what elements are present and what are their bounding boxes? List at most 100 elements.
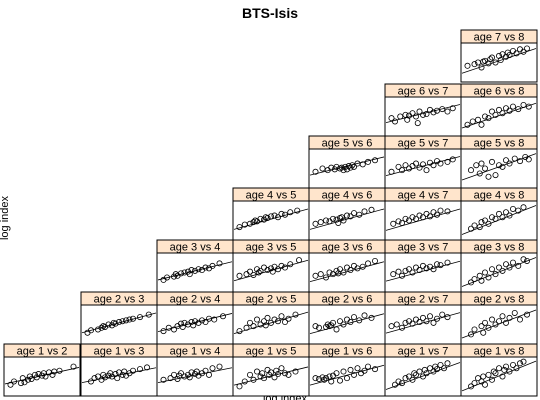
data-point [333, 370, 340, 377]
data-point [469, 118, 476, 125]
panel: age 5 vs 8 [460, 135, 538, 189]
regression-line [385, 104, 461, 123]
data-point [490, 368, 497, 375]
data-point [471, 222, 478, 229]
data-point [267, 265, 274, 272]
panel-frame [384, 304, 462, 345]
data-point [361, 208, 368, 215]
data-point [393, 321, 400, 328]
data-point [191, 318, 198, 325]
data-point [312, 168, 319, 175]
regression-line [4, 367, 80, 385]
data-point [405, 373, 412, 380]
data-point [409, 320, 416, 327]
panel-label: age 5 vs 6 [322, 138, 373, 150]
data-point [202, 264, 209, 271]
data-point [262, 322, 269, 329]
panel: age 3 vs 4 [156, 239, 234, 293]
data-point [488, 108, 495, 115]
data-point [517, 158, 524, 165]
data-point [520, 48, 527, 55]
data-point [236, 272, 243, 279]
panel-frame [384, 148, 462, 189]
data-point [359, 263, 366, 270]
data-point [509, 259, 516, 266]
data-point [347, 319, 354, 326]
data-point [511, 309, 518, 316]
data-point [167, 375, 174, 382]
data-point [464, 121, 471, 128]
data-point [502, 157, 509, 164]
panel: age 3 vs 5 [232, 239, 310, 293]
data-point [136, 314, 143, 321]
regression-line [461, 205, 537, 235]
data-point [471, 326, 478, 333]
data-point [364, 260, 371, 267]
data-point [257, 373, 264, 380]
data-point [191, 267, 198, 274]
panel: age 5 vs 6 [308, 135, 386, 189]
data-point [295, 257, 302, 264]
panel: age 1 vs 8 [460, 343, 538, 397]
data-point [506, 314, 513, 321]
data-point [474, 116, 481, 123]
data-point [485, 115, 492, 122]
data-point [416, 267, 423, 274]
data-point [423, 370, 430, 377]
data-point [250, 323, 257, 330]
data-point [440, 365, 447, 372]
data-point [56, 367, 63, 374]
data-point [356, 317, 363, 324]
data-point [492, 215, 499, 222]
panel: age 4 vs 5 [232, 187, 310, 241]
data-point [416, 164, 423, 171]
data-point [515, 262, 522, 269]
data-point [350, 210, 357, 217]
data-point [488, 316, 495, 323]
data-point [28, 375, 35, 382]
data-point [388, 115, 395, 122]
panel: age 4 vs 8 [460, 187, 538, 241]
panel-label: age 3 vs 5 [246, 242, 297, 254]
panel-frame [156, 252, 234, 293]
data-point [388, 323, 395, 330]
data-point [347, 267, 354, 274]
data-point [502, 261, 509, 268]
data-point [506, 160, 513, 167]
panel: age 6 vs 7 [384, 83, 462, 137]
data-point [281, 264, 288, 271]
panel: age 6 vs 8 [460, 83, 538, 137]
panel-label: age 1 vs 5 [246, 346, 297, 358]
data-point [412, 215, 419, 222]
data-point [397, 113, 404, 120]
panel-strip [3, 343, 81, 358]
panel-label: age 1 vs 4 [170, 346, 221, 358]
data-point [257, 215, 264, 222]
data-point [414, 120, 421, 127]
data-point [495, 264, 502, 271]
data-point [509, 205, 516, 212]
data-point [419, 111, 426, 118]
data-point [177, 270, 184, 277]
data-point [398, 272, 405, 279]
regression-line [461, 48, 537, 74]
data-point [322, 375, 329, 382]
data-point [264, 267, 271, 274]
panel-grid: age 1 vs 2 age 1 vs 3 age 1 vs 4 age 1 vs 5… [3, 29, 538, 397]
panel: age 3 vs 8 [460, 239, 538, 293]
data-point [444, 259, 451, 266]
data-point [211, 316, 218, 323]
panel-label: age 1 vs 6 [322, 346, 373, 358]
data-point [433, 107, 440, 114]
data-point [511, 155, 518, 162]
data-point [250, 376, 257, 383]
panel-frame [460, 252, 538, 293]
data-point [520, 358, 527, 365]
data-point [444, 208, 451, 215]
data-point [312, 375, 319, 382]
data-point [274, 318, 281, 325]
data-point [423, 111, 430, 118]
data-point [123, 317, 130, 324]
data-point [246, 268, 253, 275]
data-point [129, 315, 136, 322]
